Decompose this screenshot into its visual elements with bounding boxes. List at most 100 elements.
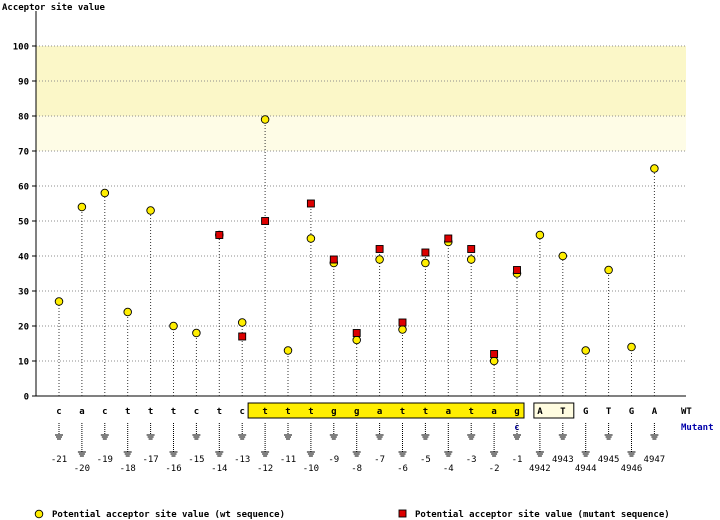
position-label: -9 [328,455,339,465]
mutant-point [467,245,476,253]
highlight-band-fade [36,116,686,151]
position-label: -11 [280,455,296,465]
wt-base: T [606,407,612,417]
wt-base: t [171,407,176,417]
wt-base: t [468,407,473,417]
wt-point [581,346,590,355]
wt-base: G [629,407,634,417]
wt-point [466,255,476,264]
position-label: -8 [351,464,362,474]
wt-base: T [560,407,566,417]
wt-base: c [194,407,199,417]
mutant-point [375,245,384,253]
position-label: -15 [188,455,204,465]
y-tick-label: 60 [18,183,29,193]
wt-base: G [583,407,588,417]
mutant-point [261,217,270,225]
position-label: -16 [165,464,181,474]
wt-base: a [491,407,496,417]
mutant-point [352,329,361,337]
position-label: -2 [489,464,500,474]
wt-label: WT [681,407,692,417]
position-label: -19 [97,455,113,465]
wt-base: t [148,407,153,417]
wt-point [627,342,636,352]
wt-base: t [125,407,130,417]
y-tick-label: 40 [18,253,29,263]
y-axis-title: Acceptor site value [2,2,106,13]
position-label: 4942 [529,464,551,474]
wt-point [421,258,430,268]
position-label: -17 [142,455,158,465]
wt-base: a [446,407,451,417]
wt-base: t [400,407,405,417]
position-label: -14 [211,464,227,474]
position-label: -6 [397,464,408,474]
wt-point [169,321,178,331]
wt-base: c [239,407,244,417]
mutant-point [513,266,521,274]
legend-mutant-marker [398,509,407,518]
y-tick-label: 50 [18,218,29,228]
position-label: -20 [74,464,90,474]
position-label: -12 [257,464,273,474]
wt-point [650,164,659,173]
mutant-point [490,350,499,358]
wt-base: t [423,407,428,417]
wt-base: g [354,407,359,417]
mutant-point [329,255,338,264]
position-label: -5 [420,455,431,465]
mutant-point [306,199,315,208]
mutant-point [215,231,224,239]
wt-point [283,346,293,355]
wt-base: A [652,407,658,417]
wt-base: a [79,407,84,417]
wt-point [54,297,64,306]
position-label: -18 [120,464,136,474]
legend-wt-label: Potential acceptor site value (wt sequen… [52,509,285,520]
y-tick-label: 10 [18,358,29,368]
position-label: 4947 [644,455,666,465]
mutant-point [444,234,453,243]
position-label: 4943 [552,455,574,465]
mutant-point [421,248,430,257]
wt-point [558,251,568,261]
y-tick-label: 30 [18,288,29,298]
y-tick-label: 90 [18,78,29,88]
y-tick-label: 70 [18,148,29,158]
wt-point [77,202,87,212]
position-label: 4946 [621,464,643,474]
position-label: -21 [51,455,67,465]
wt-base: g [514,407,519,417]
wt-base: t [217,407,222,417]
wt-point [398,325,407,334]
position-label: 4944 [575,464,597,474]
position-label: -1 [512,455,523,465]
mutant-label: Mutant [681,423,714,433]
wt-point [146,206,155,215]
wt-point [123,307,132,317]
position-label: -10 [303,464,319,474]
wt-point [352,335,361,345]
wt-point [306,234,316,243]
mutant-point [398,318,407,327]
position-label: -3 [466,455,477,465]
wt-base: a [377,407,382,417]
position-label: -13 [234,455,250,465]
legend-wt-marker [34,509,44,519]
position-label: 4945 [598,455,620,465]
wt-point [375,255,384,264]
wt-base: t [262,407,267,417]
wt-base: t [285,407,290,417]
y-tick-label: 0 [24,393,29,403]
wt-base: A [537,407,543,417]
wt-point [100,188,110,198]
mutant-point [238,332,247,341]
wt-point [260,115,270,124]
position-label: -4 [443,464,454,474]
wt-point [535,230,545,240]
y-tick-label: 80 [18,113,29,123]
position-label: -7 [374,455,385,465]
wt-point [489,356,499,366]
